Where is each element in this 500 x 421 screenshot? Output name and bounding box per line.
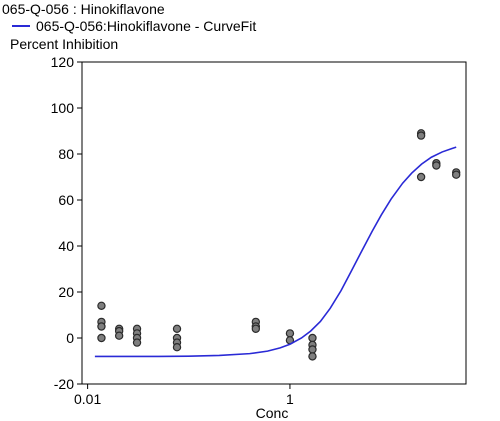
y-tick-label: 60 [58, 192, 74, 208]
data-point [97, 301, 106, 310]
data-point [97, 333, 106, 343]
x-tick-label: 1 [286, 391, 294, 407]
chart-title: 065-Q-056 : Hinokiflavone [2, 1, 165, 17]
data-point [308, 352, 317, 361]
y-tick-label: 80 [58, 146, 74, 162]
data-point [251, 324, 261, 333]
legend: 065-Q-056:Hinokiflavone - CurveFit [12, 18, 256, 34]
data-point [432, 161, 441, 170]
x-tick-label: 0.01 [74, 391, 101, 407]
chart-header: 065-Q-056 : Hinokiflavone 065-Q-056:Hino… [0, 0, 500, 60]
legend-line-swatch [12, 25, 30, 27]
data-point [132, 338, 142, 347]
plot-frame [81, 61, 467, 385]
y-tick-label: 40 [58, 238, 74, 254]
data-point [416, 131, 426, 140]
data-point [308, 345, 317, 354]
data-points [97, 129, 461, 361]
y-tick-label: 0 [66, 330, 74, 346]
legend-label: 065-Q-056:Hinokiflavone - CurveFit [36, 18, 257, 34]
y-tick-label: 20 [58, 284, 74, 300]
y-tick-label: -20 [54, 376, 74, 392]
data-point [172, 324, 182, 333]
data-point [114, 331, 124, 340]
y-tick-label: 120 [51, 54, 75, 70]
data-point [416, 172, 426, 182]
x-axis-label: Conc [256, 405, 289, 421]
axis-ticks: -20 0 20 40 60 80 100 120 0.01 1 [51, 54, 294, 407]
y-axis-label: Percent Inhibition [10, 36, 119, 52]
data-point [451, 170, 461, 179]
data-point [97, 322, 106, 331]
data-point [172, 343, 182, 352]
data-point [285, 329, 295, 338]
data-point [308, 333, 317, 343]
y-tick-label: 100 [51, 100, 75, 116]
curve-fit-line [94, 146, 457, 358]
